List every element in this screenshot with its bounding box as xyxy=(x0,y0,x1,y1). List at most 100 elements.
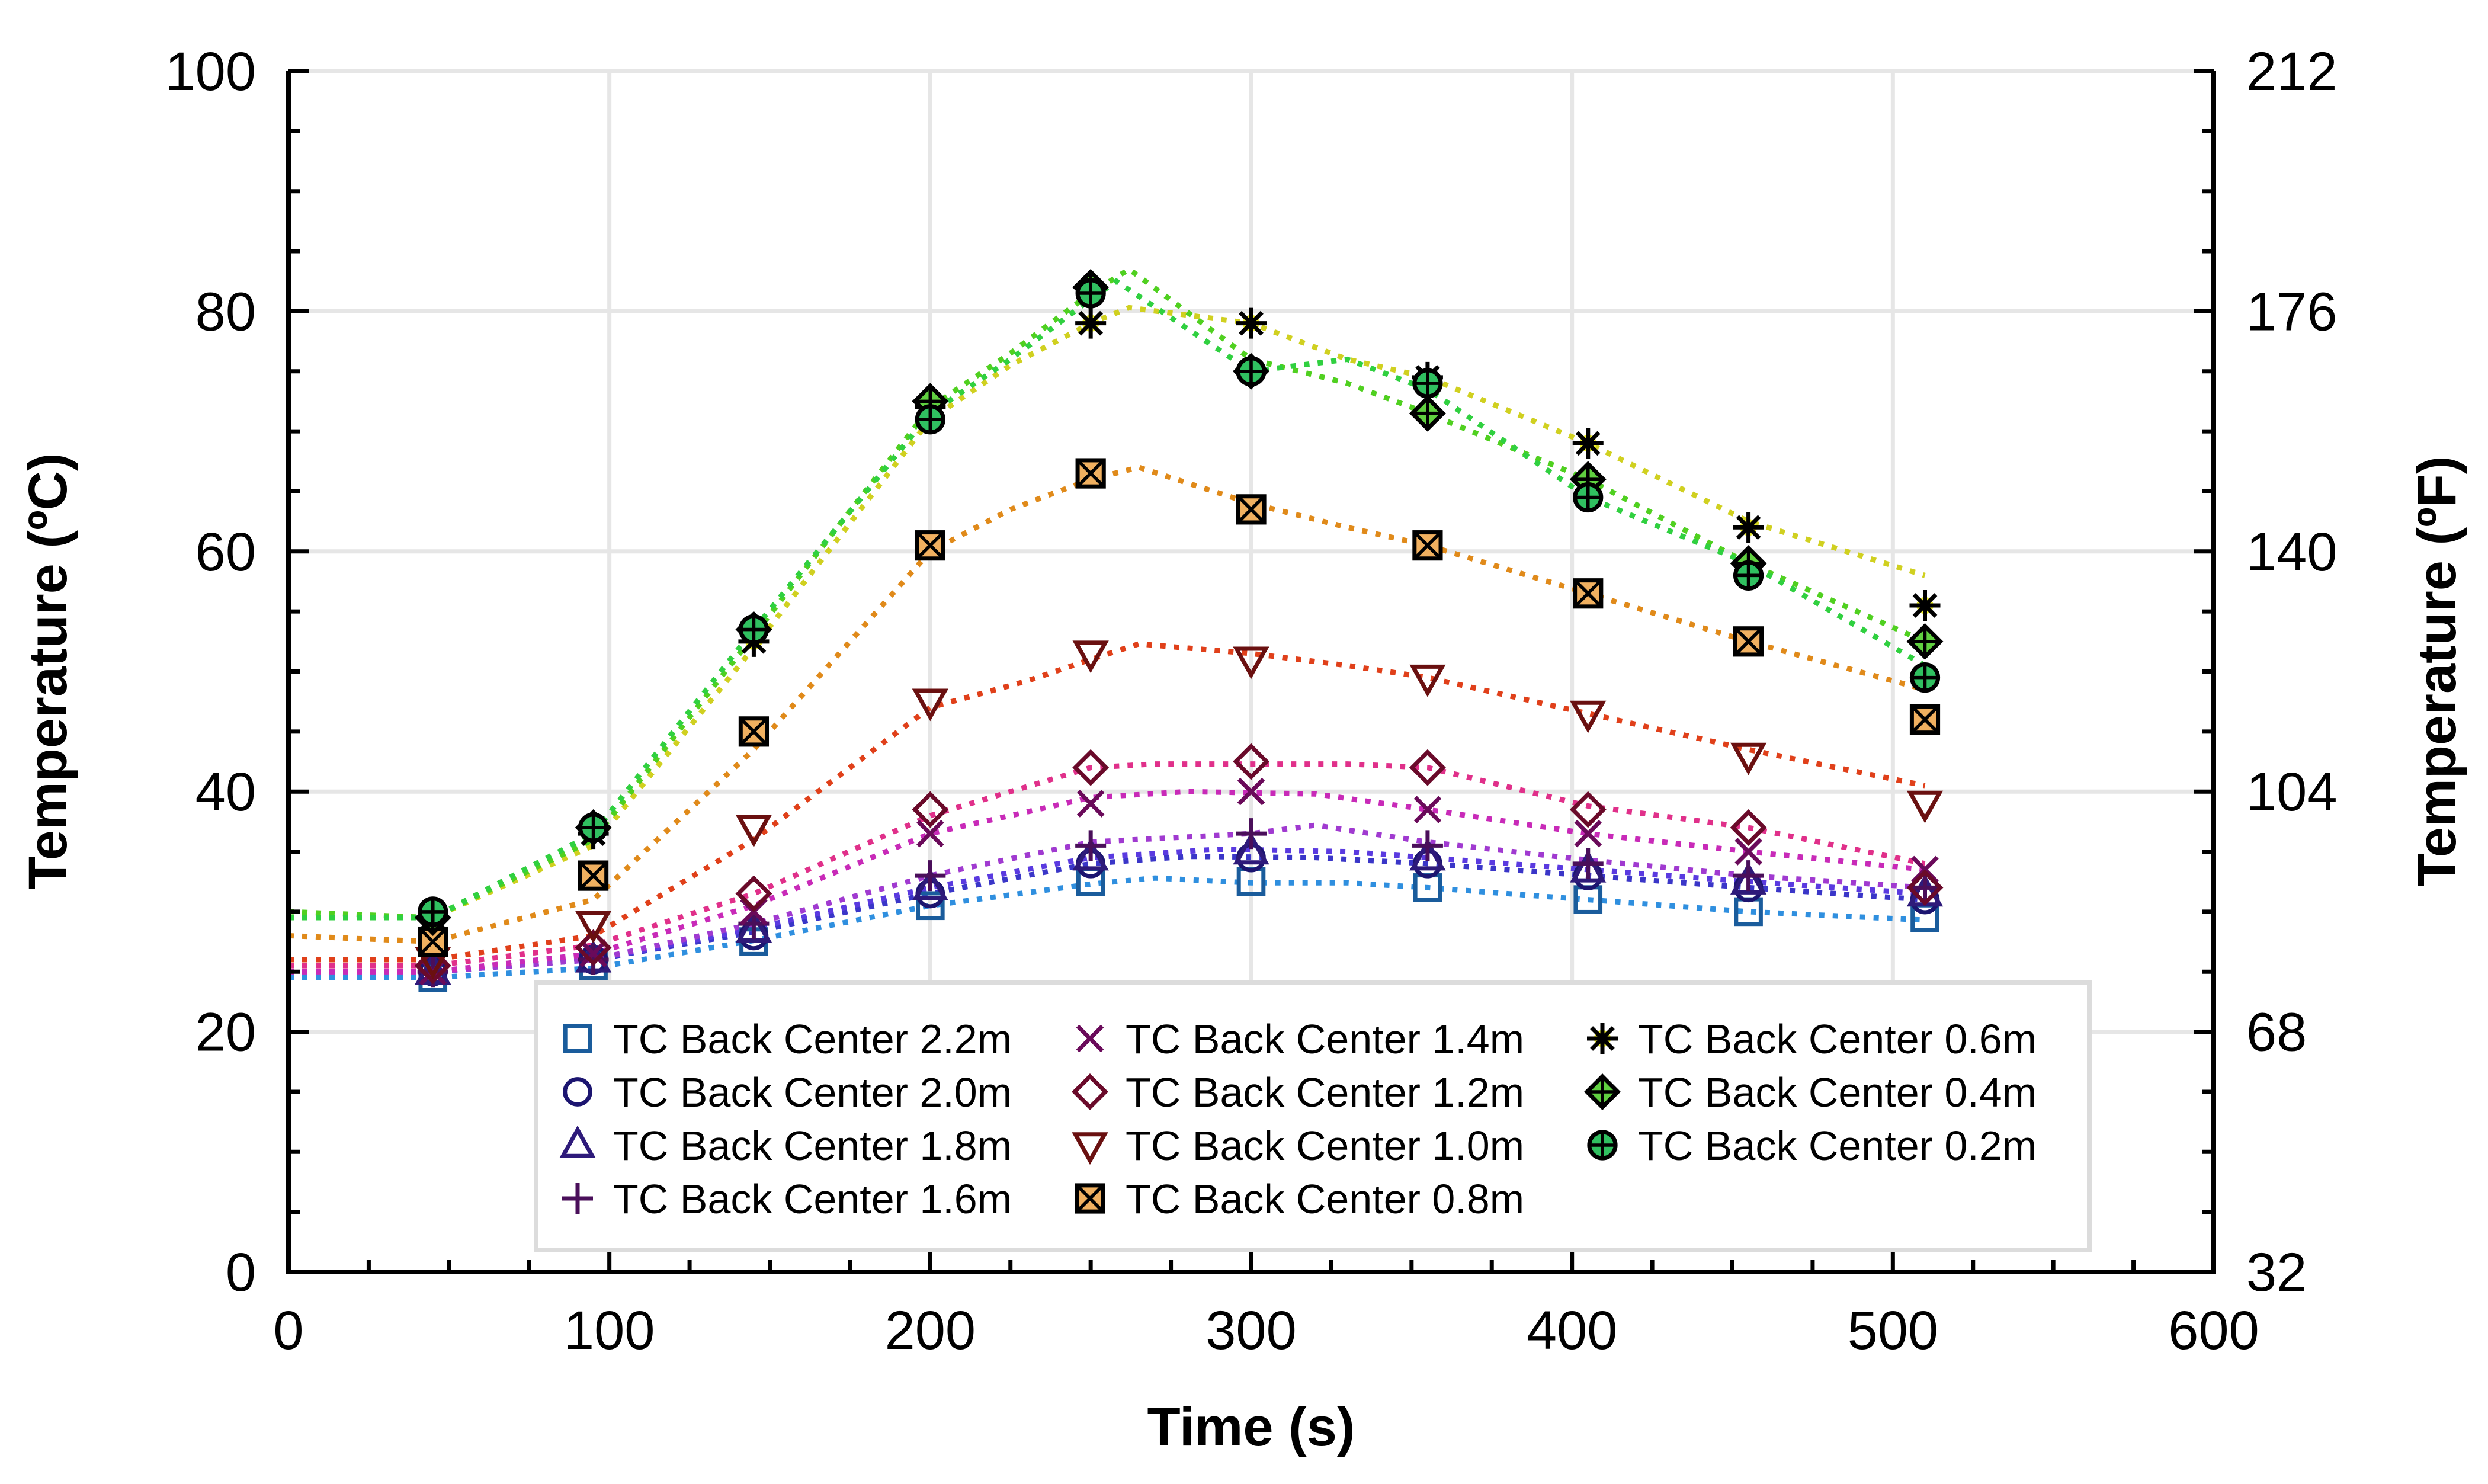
marker-shape xyxy=(1910,705,1939,734)
data-point xyxy=(1412,530,1443,561)
data-point xyxy=(1572,848,1604,879)
data-point xyxy=(735,875,772,912)
y-tick-label-right: 212 xyxy=(2246,41,2338,102)
marker-shape xyxy=(579,861,608,890)
legend-item: TC Back Center 0.8m xyxy=(1075,1176,1524,1222)
data-point xyxy=(1572,428,1604,459)
legend-item: TC Back Center 1.6m xyxy=(562,1176,1012,1222)
y-tick-label: 60 xyxy=(195,522,256,582)
series-markers-3 xyxy=(417,818,1941,988)
marker-shape xyxy=(1906,790,1944,823)
marker-shape xyxy=(1413,531,1442,560)
series-line-9 xyxy=(288,266,1926,921)
y-tick-label-right: 176 xyxy=(2246,281,2338,342)
data-point xyxy=(1233,646,1269,680)
x-tick-label: 600 xyxy=(2168,1300,2259,1361)
data-point xyxy=(916,891,945,921)
marker-shape xyxy=(735,910,772,943)
marker-shape xyxy=(1078,310,1104,336)
y-tick-label-right: 104 xyxy=(2246,762,2338,822)
data-point xyxy=(578,860,609,891)
data-point xyxy=(1570,700,1607,733)
marker-shape xyxy=(1233,832,1269,865)
legend-item: TC Back Center 2.2m xyxy=(563,1016,1012,1062)
marker-shape xyxy=(912,791,949,828)
data-point xyxy=(578,812,609,843)
data-point xyxy=(1075,458,1106,489)
x-tick-label: 300 xyxy=(1205,1300,1297,1361)
legend-item: TC Back Center 1.2m xyxy=(1072,1069,1524,1116)
data-point xyxy=(575,929,612,966)
data-point xyxy=(1233,743,1269,780)
data-point xyxy=(1909,590,1941,621)
data-point xyxy=(912,688,948,722)
legend-item: TC Back Center 1.8m xyxy=(559,1123,1012,1169)
marker-shape xyxy=(1076,459,1105,488)
marker-shape xyxy=(1912,593,1938,618)
data-point xyxy=(1233,832,1269,865)
data-point xyxy=(1072,749,1110,786)
legend-label: TC Back Center 0.6m xyxy=(1638,1016,2037,1062)
data-point xyxy=(915,404,945,435)
data-point xyxy=(915,530,945,561)
marker-shape xyxy=(1570,700,1607,733)
data-point xyxy=(735,910,772,943)
legend-label: TC Back Center 0.4m xyxy=(1638,1069,2037,1116)
y-tick-label: 0 xyxy=(226,1242,256,1303)
legend-item: TC Back Center 1.4m xyxy=(1076,1016,1524,1062)
data-point xyxy=(1733,626,1764,657)
legend: TC Back Center 2.2m TC Back Center 2.0m TC… xyxy=(534,980,2092,1252)
legend-marker xyxy=(1076,1024,1104,1053)
data-point xyxy=(1072,838,1109,871)
series-line-4 xyxy=(288,789,1925,975)
data-point xyxy=(1236,818,1267,850)
legend-label: TC Back Center 1.0m xyxy=(1126,1123,1524,1169)
series-line-7 xyxy=(288,464,1926,945)
legend-marker xyxy=(1587,1130,1618,1161)
marker-shape xyxy=(1730,809,1767,846)
marker-shape xyxy=(1413,796,1442,823)
legend-marker xyxy=(1072,1073,1108,1110)
data-point xyxy=(1570,850,1607,883)
legend-marker xyxy=(563,1077,592,1107)
series-line-5 xyxy=(288,761,1926,969)
marker-shape xyxy=(1233,743,1269,780)
data-point xyxy=(579,940,607,968)
marker-shape xyxy=(1076,1024,1104,1053)
y-tick-label: 80 xyxy=(195,281,256,342)
marker-shape xyxy=(1072,640,1109,674)
marker-shape xyxy=(735,815,772,848)
x-tick-label: 100 xyxy=(564,1300,655,1361)
legend-label: TC Back Center 0.8m xyxy=(1126,1176,1524,1222)
data-point xyxy=(1409,838,1446,871)
marker-shape xyxy=(1072,749,1110,786)
data-point xyxy=(1409,749,1446,786)
data-point xyxy=(1075,830,1107,861)
marker-shape xyxy=(912,868,948,901)
marker-shape xyxy=(563,1024,592,1053)
legend-label: TC Back Center 1.4m xyxy=(1126,1016,1524,1062)
series-markers-10 xyxy=(418,278,1941,927)
marker-shape xyxy=(1573,579,1602,608)
marker-shape xyxy=(1239,310,1264,336)
data-point xyxy=(1075,278,1106,309)
data-point xyxy=(1573,578,1604,609)
marker-shape xyxy=(1409,749,1446,786)
legend-marker xyxy=(1072,1132,1108,1165)
marker-shape xyxy=(1072,838,1109,871)
data-point xyxy=(1236,356,1267,387)
marker-shape xyxy=(559,1125,596,1158)
marker-shape xyxy=(1237,777,1265,806)
marker-shape xyxy=(1734,838,1762,866)
marker-shape xyxy=(1575,431,1601,456)
data-point xyxy=(1409,664,1446,697)
data-point xyxy=(1076,790,1105,818)
data-point xyxy=(1574,819,1602,848)
marker-shape xyxy=(579,940,607,968)
x-tick-label: 0 xyxy=(273,1300,303,1361)
data-point xyxy=(1569,791,1607,828)
data-point xyxy=(912,868,948,901)
legend-marker xyxy=(1075,1183,1105,1214)
data-point xyxy=(1072,640,1109,674)
